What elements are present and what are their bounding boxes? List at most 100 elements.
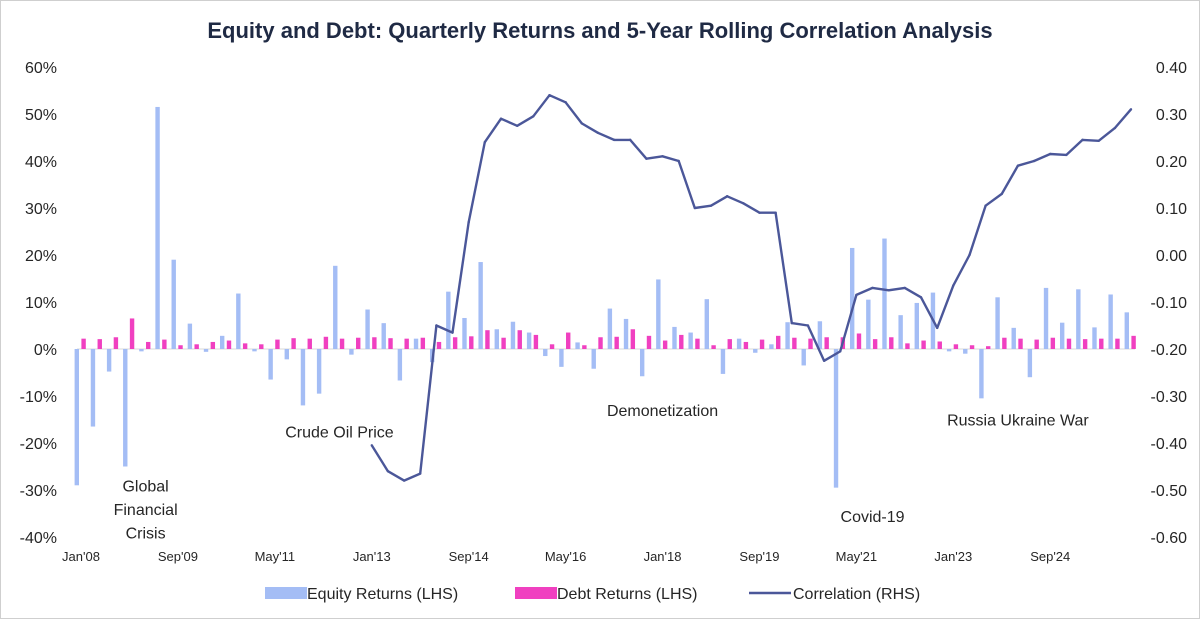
debt-return-bar	[81, 338, 86, 349]
y-right-tick-label: 0.40	[1156, 60, 1187, 77]
debt-return-bar	[436, 341, 442, 349]
equity-return-bar	[817, 321, 823, 349]
debt-return-bar	[743, 341, 749, 349]
x-tick-label: Jan'13	[353, 549, 391, 564]
debt-return-bar	[646, 335, 652, 349]
debt-return-bar	[969, 345, 975, 349]
x-tick-label: Sep'24	[1030, 549, 1070, 564]
equity-return-bar	[995, 297, 1000, 349]
event-annotation: Crude Oil Price	[285, 424, 394, 441]
correlation-point	[693, 206, 697, 210]
equity-return-bar	[1059, 322, 1065, 349]
debt-return-bar	[889, 337, 894, 349]
correlation-point	[935, 326, 939, 330]
equity-return-bar	[1027, 349, 1033, 378]
y-left-tick-label: -30%	[20, 483, 57, 500]
equity-return-bar	[139, 349, 144, 352]
debt-return-bar	[824, 337, 829, 349]
debt-return-bar	[598, 337, 603, 349]
equity-return-bar	[688, 332, 693, 349]
equity-return-bar	[656, 279, 661, 349]
correlation-point	[499, 117, 503, 120]
correlation-point	[661, 155, 664, 158]
debt-return-bar	[275, 339, 280, 349]
equity-return-bar	[252, 349, 257, 352]
debt-return-bar	[533, 334, 539, 349]
x-tick-label: Jan'18	[644, 549, 682, 564]
correlation-point	[1129, 108, 1133, 111]
debt-return-bar	[1018, 338, 1023, 349]
debt-return-bar	[1131, 335, 1136, 349]
correlation-point	[758, 211, 761, 214]
debt-return-bar	[566, 332, 571, 349]
legend-label: Correlation (RHS)	[793, 586, 920, 603]
equity-return-bar	[591, 349, 596, 369]
debt-return-bar	[404, 338, 409, 349]
debt-return-bar	[549, 344, 555, 349]
y-left-tick-label: -10%	[20, 389, 57, 406]
debt-return-bar	[808, 338, 813, 349]
correlation-point	[855, 293, 858, 297]
correlation-point	[903, 286, 907, 290]
y-left-tick-label: 10%	[25, 295, 57, 312]
equity-return-bar	[349, 349, 354, 355]
debt-return-bar	[1066, 338, 1072, 349]
equity-return-bar	[898, 315, 903, 349]
correlation-point	[580, 122, 583, 125]
debt-return-bar	[517, 330, 522, 349]
debt-return-bar	[856, 333, 862, 349]
equity-return-bar	[833, 349, 839, 488]
debt-return-bar	[679, 334, 684, 349]
correlation-point	[612, 138, 616, 142]
y-right-tick-label: 0.10	[1156, 201, 1187, 218]
debt-return-bar	[307, 338, 312, 349]
debt-return-bar	[727, 339, 732, 349]
equity-return-bar	[187, 323, 193, 349]
correlation-point	[451, 331, 454, 334]
equity-return-bar	[704, 299, 709, 349]
correlation-point	[839, 350, 842, 353]
equity-return-bar	[106, 349, 112, 372]
y-right-tick-label: -0.20	[1151, 342, 1188, 359]
debt-return-bar	[1050, 337, 1056, 349]
y-left-tick-label: 20%	[25, 248, 57, 265]
debt-return-bar	[501, 337, 506, 349]
debt-return-bar	[630, 329, 636, 349]
equity-return-bar	[623, 318, 629, 349]
debt-return-bar	[146, 341, 151, 349]
y-right-tick-label: -0.60	[1151, 530, 1188, 547]
debt-return-bar	[953, 344, 959, 349]
correlation-point	[790, 321, 793, 325]
debt-return-bar	[872, 339, 878, 349]
equity-return-bar	[510, 321, 516, 349]
event-annotation: Financial	[114, 502, 178, 519]
correlation-point	[742, 202, 745, 205]
equity-return-bar	[866, 299, 871, 349]
equity-return-bar	[1076, 289, 1081, 349]
y-left-tick-label: -20%	[20, 436, 57, 453]
equity-return-bar	[882, 238, 887, 349]
equity-return-bar	[462, 317, 467, 349]
debt-return-bar	[178, 345, 183, 349]
debt-return-bar	[986, 346, 991, 349]
debt-return-bar	[921, 340, 926, 349]
chart-title: Equity and Debt: Quarterly Returns and 5…	[207, 18, 992, 43]
debt-return-bar	[226, 340, 232, 349]
debt-return-bar	[162, 339, 167, 349]
equity-return-bar	[333, 265, 338, 349]
correlation-point	[435, 324, 438, 327]
correlation-point	[709, 204, 713, 207]
equity-return-bar	[753, 349, 758, 353]
debt-return-bar	[469, 336, 474, 349]
equity-return-bar	[575, 342, 580, 349]
debt-return-bar	[1115, 338, 1120, 349]
equity-return-bar	[413, 338, 419, 349]
debt-return-bar	[242, 343, 248, 349]
equity-return-bar	[1011, 327, 1016, 349]
equity-return-bar	[203, 349, 209, 352]
correlation-point	[952, 284, 955, 287]
debt-return-bar	[291, 338, 296, 349]
debt-return-bar	[695, 338, 700, 349]
correlation-point	[629, 138, 632, 142]
